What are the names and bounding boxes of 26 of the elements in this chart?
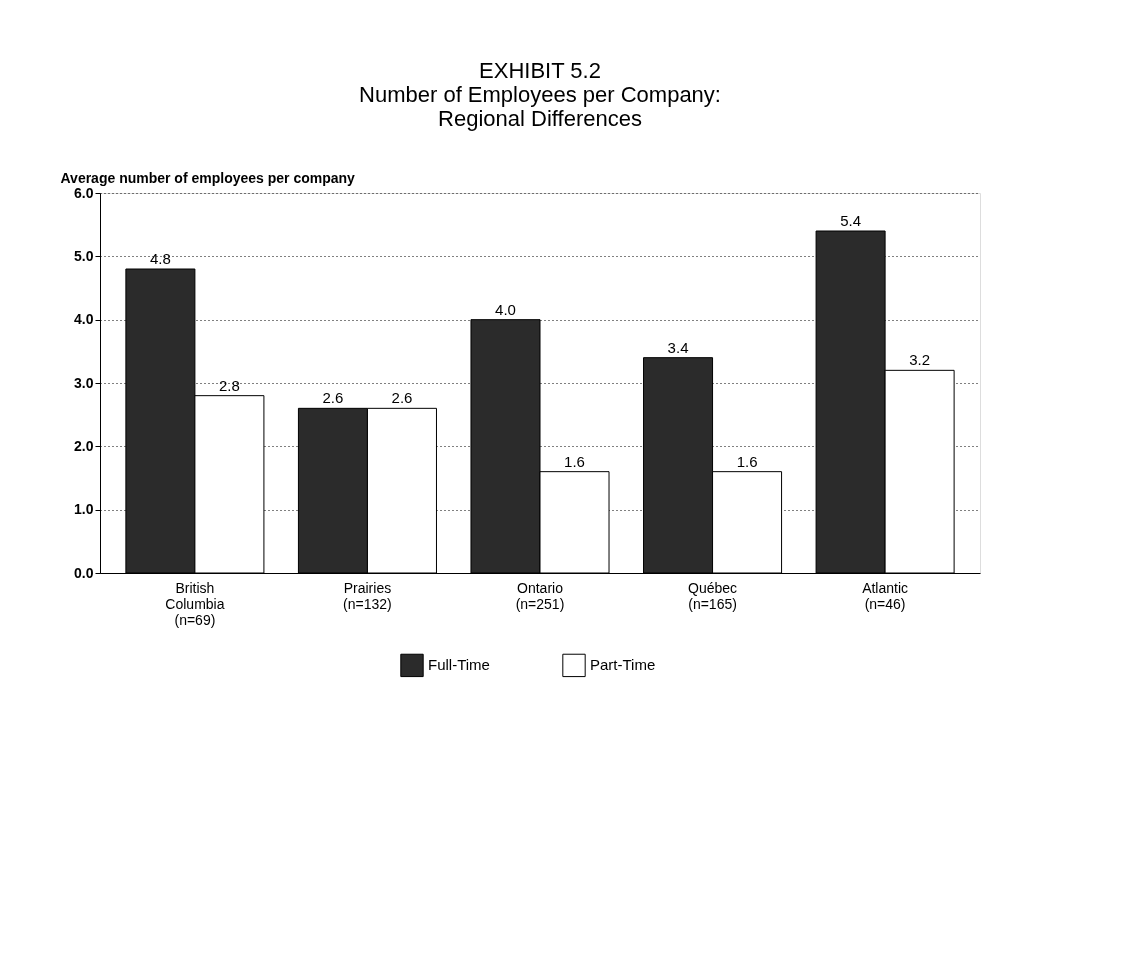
legend-label: Full-Time — [428, 656, 490, 674]
x-tick-label: Ontario (n=251) — [515, 579, 565, 612]
x-tick-label: Québec (n=165) — [688, 579, 738, 612]
y-tick-label: 1.0 — [74, 501, 94, 518]
y-axis-title: Average number of employees per company — [60, 169, 356, 186]
data-label: 3.2 — [909, 351, 931, 369]
data-label: 2.8 — [218, 376, 240, 394]
legend-label: Part-Time — [590, 656, 656, 674]
data-label: 4.0 — [495, 300, 516, 318]
y-tick-label: 4.0 — [74, 311, 94, 328]
y-tick-label: 3.0 — [74, 374, 94, 391]
y-tick-label: 0.0 — [74, 564, 94, 581]
data-label: 1.6 — [564, 452, 585, 470]
y-tick-label: 6.0 — [74, 184, 94, 201]
data-label: 2.6 — [322, 389, 344, 407]
data-label: 4.8 — [149, 250, 171, 267]
y-tick-label: 5.0 — [74, 247, 94, 264]
x-tick-label: Atlantic (n=46) — [862, 579, 909, 612]
data-label: 3.4 — [667, 338, 689, 356]
y-tick-label: 2.0 — [74, 437, 94, 454]
x-tick-label: Prairies (n=132) — [343, 579, 392, 612]
chart-title: EXHIBIT 5.2 Number of Employees per Company: Regional Differences — [359, 58, 721, 131]
data-label: 5.4 — [840, 212, 862, 229]
data-label: 1.6 — [736, 452, 758, 470]
data-label: 2.6 — [391, 389, 413, 407]
x-tick-label: British Columbia (n=69) — [165, 579, 225, 628]
